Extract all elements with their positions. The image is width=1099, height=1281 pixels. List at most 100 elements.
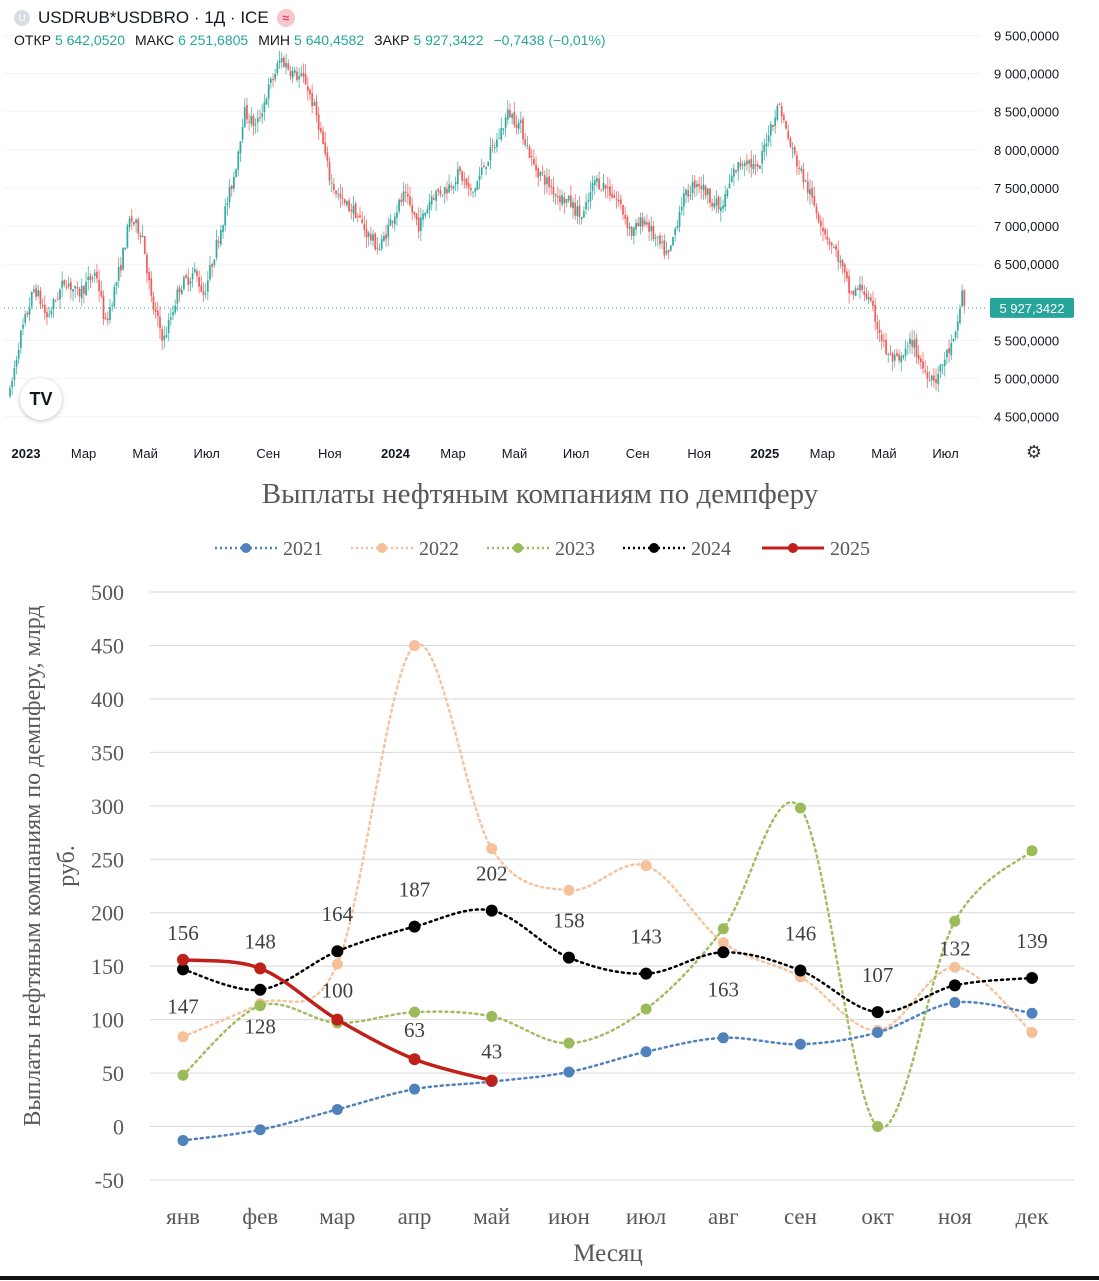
- candle-body: [183, 277, 185, 289]
- candle-body: [65, 286, 68, 288]
- candle-body: [19, 330, 22, 348]
- candle-body: [761, 151, 764, 164]
- time-x-tick-label: Июл: [932, 446, 958, 461]
- price-y-tick-label: 8 000,0000: [994, 143, 1059, 158]
- series-point-2024: [1026, 971, 1038, 984]
- candle-body: [791, 147, 794, 149]
- candle-body: [256, 117, 259, 123]
- candle-body: [806, 181, 809, 193]
- candle-body: [243, 107, 246, 128]
- candle-body: [641, 217, 644, 227]
- tradingview-logo-icon[interactable]: TV: [20, 378, 62, 420]
- candle-body: [332, 184, 335, 190]
- candle-body: [500, 127, 503, 140]
- damper-x-tick-label: июл: [626, 1204, 666, 1229]
- price-chart-svg[interactable]: 9 500,0000 9 000,0000 8 500,0000 8 000,0000…: [0, 0, 1099, 470]
- candle-body: [174, 305, 177, 313]
- candle-body: [163, 335, 166, 340]
- candle-body: [187, 277, 190, 285]
- candle-body: [426, 208, 429, 214]
- damper-y-tick-label: -50: [95, 1168, 124, 1193]
- candle-body: [219, 230, 222, 245]
- candle-body: [787, 130, 790, 139]
- candle-body: [72, 289, 74, 292]
- damper-x-tick-label: сен: [784, 1204, 817, 1229]
- candle-body: [719, 207, 722, 212]
- candle-body: [78, 288, 81, 297]
- candle-body: [80, 286, 83, 299]
- candle-body: [813, 195, 816, 206]
- damper-y-axis-title-line1: Выплаты нефтяным компаниям по демпферу, …: [20, 605, 46, 1126]
- candle-body: [237, 151, 240, 170]
- candle-body: [535, 164, 537, 171]
- candle-body: [648, 222, 651, 232]
- damper-x-tick-label: июн: [548, 1204, 590, 1229]
- candle-body: [17, 349, 20, 359]
- series-point-2024: [948, 979, 961, 992]
- symbol-title[interactable]: USDRUB*USDBRO · 1Д · ICE: [38, 8, 269, 27]
- series-point-2024: [717, 946, 730, 959]
- candle-body: [96, 271, 98, 279]
- series-point-2024: [794, 964, 807, 977]
- candle-body: [309, 89, 311, 95]
- symbol-status-icon: U: [14, 10, 30, 26]
- time-x-tick-label: Ноя: [318, 446, 342, 461]
- time-x-tick-label: Июл: [563, 446, 589, 461]
- candle-body: [317, 114, 320, 130]
- candle-body: [959, 308, 961, 324]
- candle-body: [100, 290, 103, 297]
- data-label-2024: 139: [1016, 929, 1048, 953]
- candle-body: [950, 342, 953, 356]
- candlestick-series[interactable]: [9, 50, 966, 399]
- candle-body: [326, 152, 329, 161]
- candle-body: [602, 182, 605, 190]
- candle-body: [126, 225, 129, 248]
- price-y-axis[interactable]: 9 500,0000 9 000,0000 8 500,0000 8 000,0000…: [994, 28, 1059, 424]
- series-point-2024: [871, 1006, 884, 1019]
- candle-body: [752, 163, 755, 170]
- low-value: 5 640,4582: [294, 32, 365, 48]
- candle-body: [880, 334, 883, 341]
- candle-body: [443, 187, 446, 194]
- candle-body: [354, 203, 357, 219]
- series-point-2023: [872, 1121, 884, 1133]
- price-y-tick-label: 8 500,0000: [994, 105, 1059, 120]
- candle-body: [106, 318, 109, 321]
- candle-body: [878, 329, 881, 334]
- candle-body: [904, 348, 907, 356]
- candle-body: [961, 290, 964, 307]
- candle-body: [830, 242, 833, 246]
- candle-body: [952, 338, 955, 341]
- series-point-2023: [563, 1037, 575, 1049]
- data-label-2024: 147: [167, 994, 199, 1018]
- series-point-2023: [254, 1000, 266, 1012]
- last-price-badge: [990, 297, 1074, 318]
- candle-body: [748, 160, 750, 164]
- candle-body: [48, 314, 51, 316]
- damper-y-tick-label: 100: [91, 1008, 124, 1033]
- time-x-tick-label: 2025: [750, 446, 779, 461]
- time-x-tick-label: Май: [871, 446, 896, 461]
- candle-body: [491, 144, 494, 147]
- compare-icon[interactable]: ≈: [276, 9, 295, 27]
- candle-body: [676, 226, 679, 228]
- candle-body: [882, 340, 885, 342]
- candle-body: [124, 247, 127, 250]
- candle-body: [846, 271, 848, 279]
- damper-x-tick-label: апр: [398, 1204, 432, 1229]
- series-point-2024: [485, 904, 498, 917]
- candle-body: [743, 162, 746, 166]
- candle-body: [891, 353, 894, 362]
- candle-body: [741, 164, 744, 166]
- candle-body: [122, 247, 124, 270]
- candle-body: [263, 102, 266, 112]
- time-x-axis[interactable]: 2023 Мар Май Июл Сен Ноя 2024 Мар Май Июл Сен Ноя 20…: [12, 446, 959, 461]
- candle-body: [387, 224, 390, 238]
- damper-legend: 2021 2022 2023 2024 2025: [215, 538, 870, 560]
- candle-body: [763, 144, 766, 152]
- candle-body: [896, 353, 898, 356]
- settings-icon[interactable]: ⚙: [1025, 441, 1043, 462]
- damper-x-tick-label: окт: [861, 1204, 893, 1229]
- candle-body: [917, 355, 920, 360]
- candle-body: [774, 117, 777, 127]
